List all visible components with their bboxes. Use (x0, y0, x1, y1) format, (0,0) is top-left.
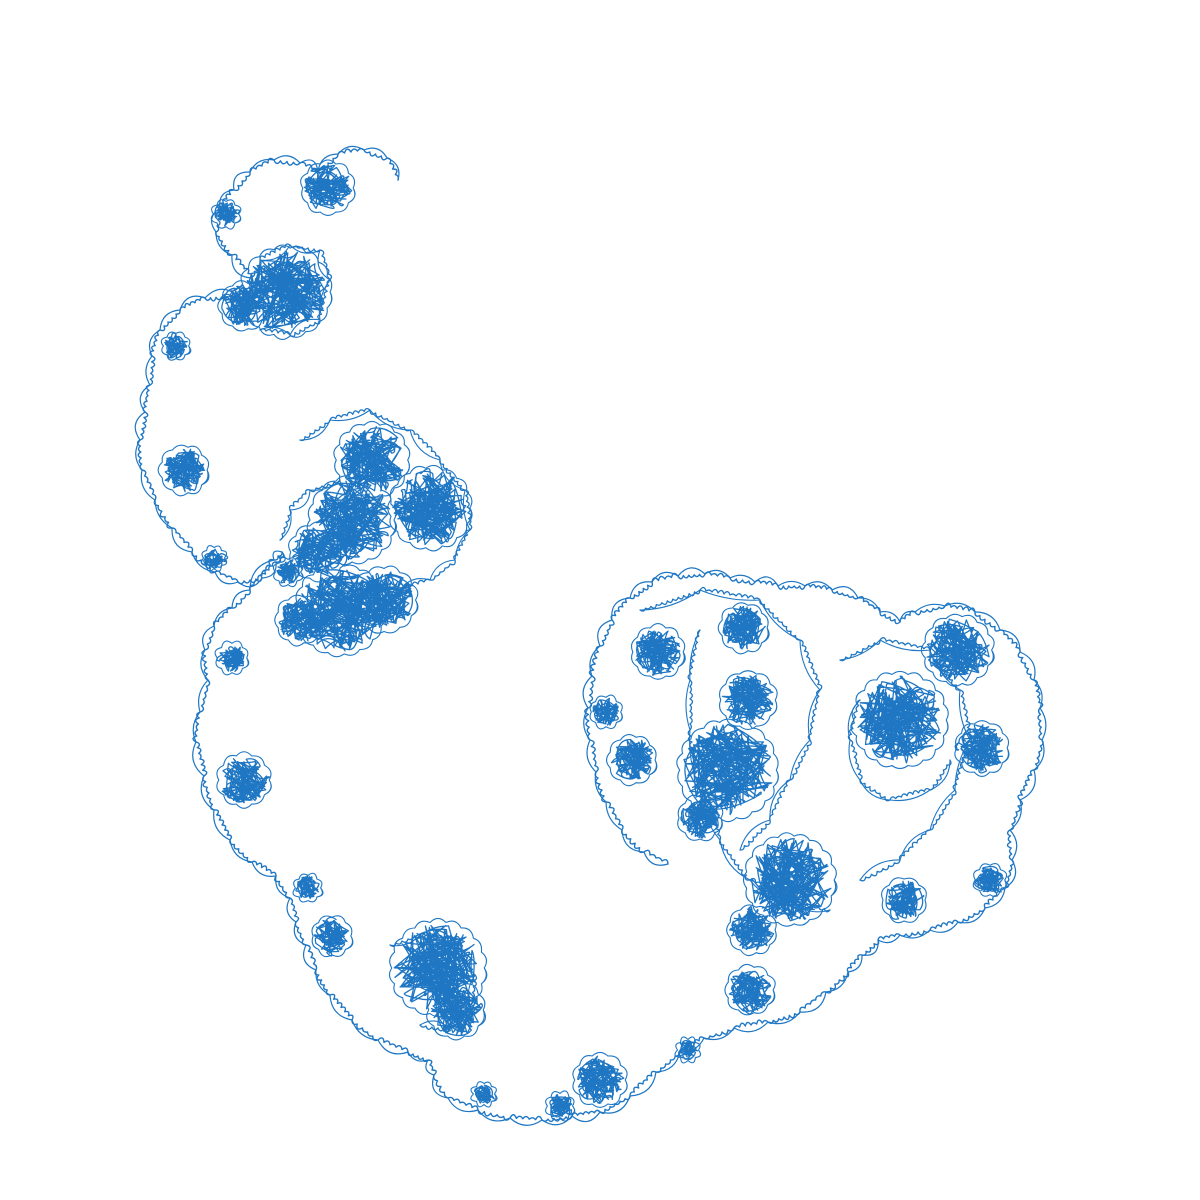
fractal-cluster-knot (221, 758, 271, 804)
fractal-cluster-knot (728, 970, 772, 1015)
fractal-cluster-knot (278, 597, 323, 642)
fractal-lobe-scallop (239, 244, 331, 336)
fractal-cluster-knot (214, 202, 241, 227)
fractal-cluster-knot (203, 548, 229, 569)
fractal-cluster-ring (387, 464, 473, 552)
fractal-cluster-ring (201, 545, 228, 572)
fractal-cluster-ring (674, 1036, 702, 1064)
fractal-lobe-scallop (389, 934, 476, 1031)
fractal-lobe-scallop (839, 639, 971, 881)
fractal-cluster-ring (306, 474, 398, 566)
fractal-cluster-knot (276, 559, 301, 584)
fractal-cluster-ring (272, 556, 304, 588)
fractal-cluster-ring (288, 521, 349, 583)
fractal-cluster-ring (726, 904, 777, 957)
fractal-cluster-knot (954, 724, 1004, 774)
fractal-lobe-scallop (279, 479, 341, 541)
fractal-cluster-knot (721, 675, 774, 725)
fractal-cluster-knot (430, 986, 483, 1037)
fractal-cluster-ring (350, 565, 419, 634)
fractal-cluster-knot (473, 1084, 495, 1104)
fractal-lobe-curve (687, 629, 831, 913)
fractal-cluster-knot (857, 675, 942, 764)
fractal-cluster-knot (683, 723, 773, 816)
fractal-cluster-knot (392, 468, 467, 546)
fractal-cluster-ring (157, 444, 210, 497)
fractal-lobe-scallop (685, 629, 831, 913)
fractal-cluster-knot (926, 618, 990, 682)
fractal-cluster-knot (635, 630, 681, 676)
fractal-cluster-ring (292, 872, 324, 903)
fractal-cluster-knot (680, 797, 720, 839)
fractal-cluster-knot (549, 1094, 573, 1118)
fractal-lobe-curve (639, 586, 823, 851)
fractal-cluster-knot (677, 1039, 699, 1061)
fractal-lobe-curve (279, 479, 341, 541)
fractal-cluster-knot (216, 646, 246, 673)
fractal-lobe-scallop (299, 409, 471, 591)
fractal-lobe-scallop (639, 589, 821, 851)
fractal-cluster-knot (974, 865, 1004, 894)
fractal-cluster-knot (221, 284, 267, 327)
fractal-cluster-ring (274, 594, 326, 647)
fractal-cluster-knot (295, 875, 320, 900)
fractal-cluster-knot (303, 164, 353, 209)
fractal-cluster-ring (920, 613, 995, 687)
fractal-cluster-ring (631, 623, 686, 680)
fractal-cluster-ring (724, 963, 776, 1016)
fractal-cluster-knot (722, 605, 766, 650)
fractal-cluster-ring (719, 670, 778, 730)
fractal-lobe-scallop (847, 699, 951, 802)
fractal-cluster-knot (885, 880, 925, 920)
fractal-cluster-knot (577, 1055, 625, 1105)
fractal-cluster-ring (214, 640, 250, 676)
fractal-cluster-knot (291, 527, 344, 575)
fractal-cluster-knot (592, 697, 620, 726)
fractal-cluster-knot (353, 571, 414, 628)
fractal-cluster-ring (717, 602, 770, 655)
fractal-cluster-ring (545, 1090, 576, 1122)
fractal-cluster-knot (313, 916, 350, 957)
fractal-cluster-ring (470, 1081, 498, 1108)
fractal-cluster-ring (217, 280, 270, 332)
fractal-cluster-knot (750, 838, 832, 922)
fractal-cluster-ring (160, 331, 192, 361)
fractal-cluster-ring (216, 751, 272, 809)
fractal-lobe-curve (299, 407, 473, 591)
fractal-cluster-knot (339, 425, 404, 492)
fractal-cluster-knot (163, 448, 206, 493)
fractal-cluster-ring (677, 794, 724, 842)
fractal-cluster-ring (311, 915, 354, 958)
fractal-cluster-ring (742, 832, 838, 927)
fractal-cluster-ring (954, 720, 1010, 777)
fractal-cluster-ring (300, 159, 356, 216)
fractal-cluster-ring (881, 877, 927, 924)
fractal-cluster-ring (972, 863, 1008, 897)
fractal-cluster-ring (210, 199, 242, 230)
fractal-cluster-knot (729, 905, 775, 951)
fractal-cluster-knot (164, 332, 188, 359)
fractal-cluster-ring (606, 734, 658, 787)
fractal-cluster-ring (426, 979, 487, 1041)
fractal-cluster-knot (610, 738, 654, 780)
fractal-cluster-ring (572, 1051, 628, 1108)
fractal-cluster-ring (676, 718, 779, 823)
fractal-cluster-ring (589, 694, 623, 730)
fractal-curve (134, 145, 1047, 1126)
fractal-cluster-knot (299, 569, 382, 652)
